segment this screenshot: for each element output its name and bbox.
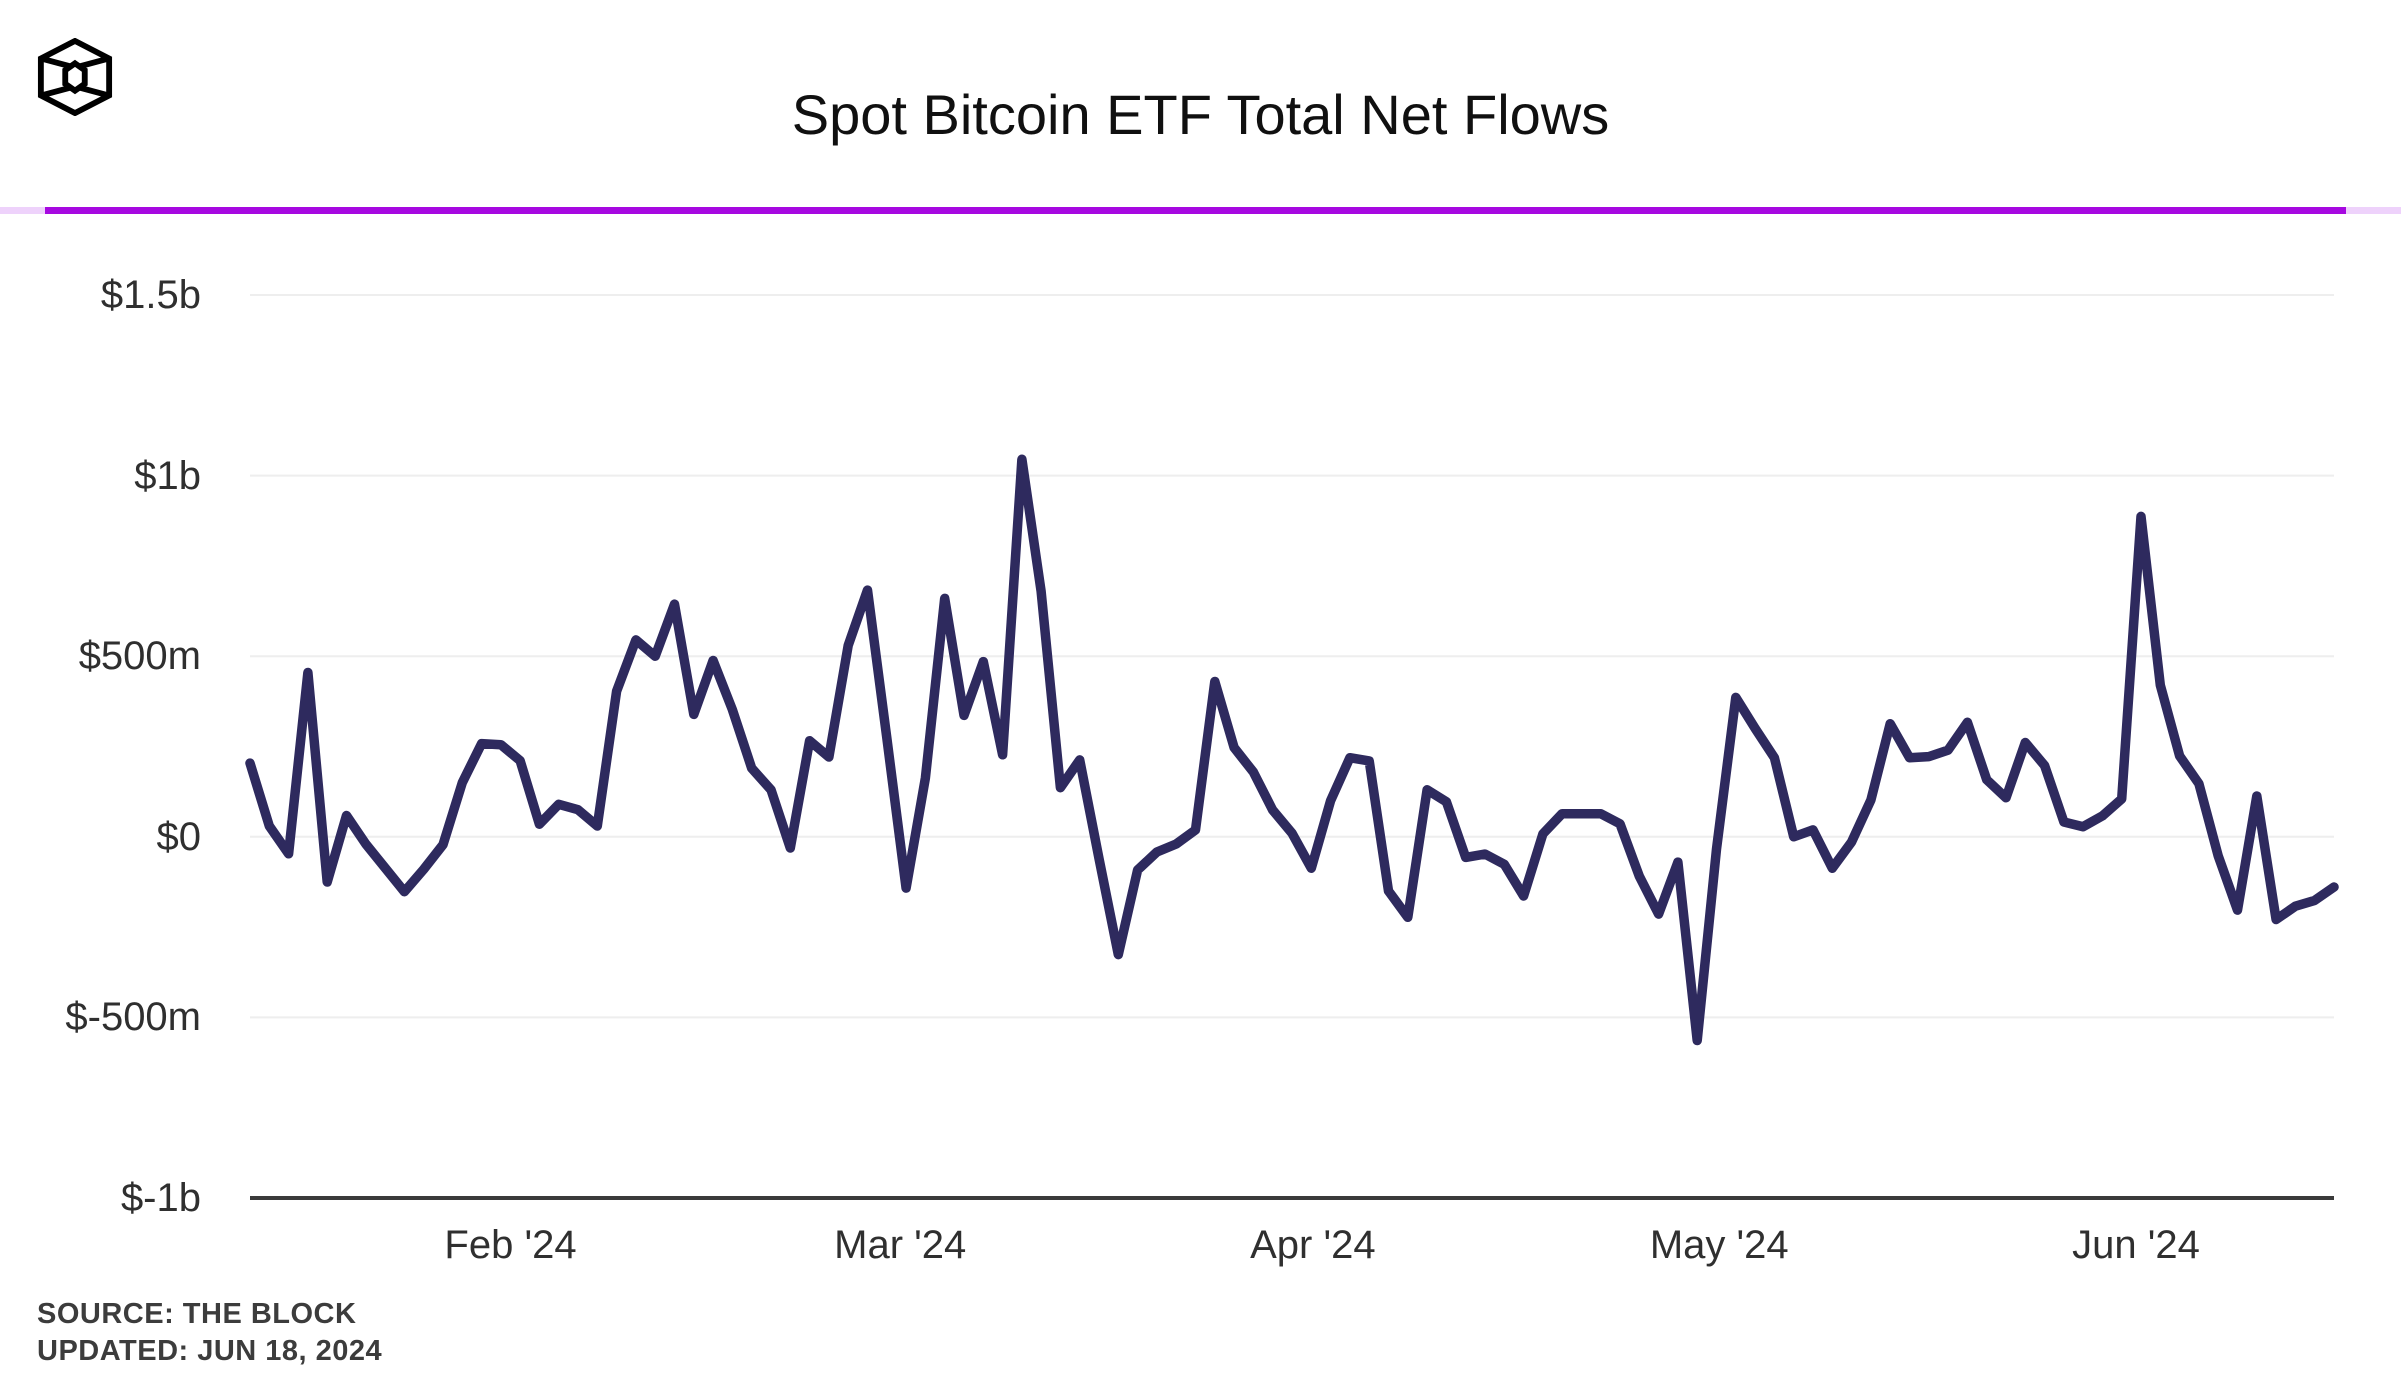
x-axis-tick-label: Apr '24 [1250,1223,1376,1267]
x-axis-tick-label: Mar '24 [834,1223,967,1267]
y-axis-tick-label: $-1b [120,1176,201,1220]
x-axis-tick-label: Jun '24 [2072,1223,2200,1267]
flows-line-series [245,454,2339,1046]
updated-label: UPDATED: JUN 18, 2024 [37,1335,383,1367]
divider-accent [45,207,2346,214]
source-label: SOURCE: THE BLOCK [37,1298,357,1330]
x-axis-tick-label: Feb '24 [444,1223,577,1267]
y-axis-tick-label: $0 [156,814,202,859]
y-axis-tick-label: $1.5b [100,273,201,317]
the-block-logo-icon [37,37,113,117]
source-block: SOURCE: THE BLOCK UPDATED: JUN 18, 2024 [37,1296,382,1370]
chart-title: Spot Bitcoin ETF Total Net Flows [791,83,1610,146]
y-axis-tick-label: $-500m [65,995,201,1040]
the-block-logo [36,37,114,117]
y-axis-tick-label: $500m [78,634,201,679]
y-axis-tick-label: $1b [134,453,201,498]
title-accent-divider [0,207,2401,214]
divider-pale-left [0,207,45,214]
x-axis-tick-label: May '24 [1649,1223,1789,1267]
divider-pale-right [2346,207,2401,214]
